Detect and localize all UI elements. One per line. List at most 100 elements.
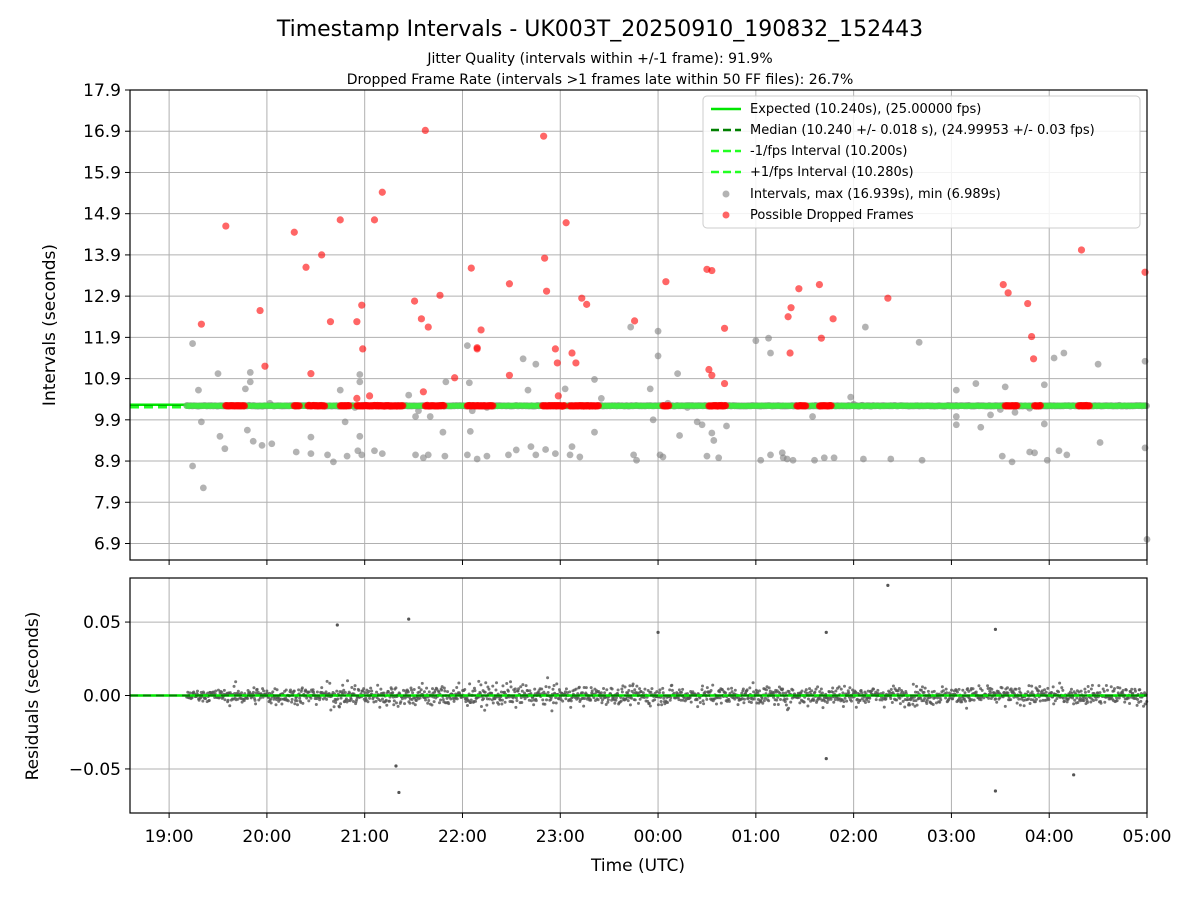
residual-point xyxy=(592,696,596,700)
residual-point xyxy=(834,689,838,693)
interval-point xyxy=(356,378,364,386)
bottom-ytick-label: 0.05 xyxy=(83,613,121,633)
residual-point xyxy=(1019,691,1023,695)
residual-point xyxy=(555,682,559,686)
interval-point xyxy=(767,451,774,459)
dropped-frame-point xyxy=(473,345,481,353)
interval-point xyxy=(1050,354,1058,362)
bottom-xtick-label: 01:00 xyxy=(731,827,780,847)
residual-point xyxy=(440,688,444,692)
dropped-frame-point xyxy=(307,370,315,378)
residual-point xyxy=(279,697,283,701)
interval-point xyxy=(952,421,960,429)
residual-point xyxy=(670,683,674,687)
interval-point xyxy=(268,440,276,448)
residual-point xyxy=(582,685,586,689)
residual-point xyxy=(483,690,487,694)
residual-point xyxy=(635,684,639,688)
interval-point xyxy=(466,427,474,435)
dropped-frame-point xyxy=(829,315,837,323)
residual-point xyxy=(222,688,226,692)
residual-point xyxy=(506,689,510,693)
residual-point xyxy=(342,688,346,692)
residual-point xyxy=(967,689,971,693)
bottom-panel-y-axis-label: Residuals (seconds) xyxy=(23,612,43,781)
interval-point xyxy=(246,369,254,376)
residual-point xyxy=(966,687,970,691)
residual-point xyxy=(366,700,370,704)
residual-point xyxy=(1057,690,1061,694)
bottom-xtick-label: 03:00 xyxy=(927,827,976,847)
residual-point xyxy=(1143,702,1147,706)
dropped-frame-point xyxy=(302,263,310,271)
interval-point xyxy=(1060,349,1068,357)
interval-point xyxy=(767,349,774,357)
residual-point xyxy=(258,696,262,700)
residual-point xyxy=(240,700,244,704)
residual-point xyxy=(517,687,521,691)
residual-point xyxy=(1123,700,1127,704)
residual-point xyxy=(1069,687,1073,691)
residual-point xyxy=(821,706,825,710)
residual-point xyxy=(551,687,555,691)
residual-point xyxy=(438,701,442,705)
residual-point xyxy=(339,696,343,700)
residual-point xyxy=(582,704,586,708)
dropped-frame-point xyxy=(419,388,427,396)
residual-point xyxy=(1102,689,1106,693)
residual-point xyxy=(529,691,533,695)
residual-point xyxy=(528,689,532,693)
interval-point xyxy=(324,451,331,459)
residual-point xyxy=(1041,698,1045,702)
x-axis-label: Time (UTC) xyxy=(590,856,685,876)
residual-point xyxy=(606,698,610,702)
residual-point xyxy=(511,700,515,704)
residual-point xyxy=(312,690,316,694)
residual-point xyxy=(386,690,390,694)
residual-point xyxy=(590,689,594,693)
interval-point xyxy=(483,452,491,460)
residual-point xyxy=(1073,698,1077,702)
residual-point xyxy=(963,691,967,695)
residual-point xyxy=(705,686,709,690)
residual-point xyxy=(1129,690,1133,694)
dropped-frame-point xyxy=(1077,246,1086,254)
dropped-frame-point xyxy=(662,278,670,286)
residual-point xyxy=(479,704,483,708)
interval-point xyxy=(307,433,315,441)
residual-point xyxy=(516,689,520,693)
residual-point xyxy=(886,583,890,587)
residual-point xyxy=(290,700,294,704)
residual-point xyxy=(430,703,434,707)
residual-point xyxy=(752,690,756,694)
residual-point xyxy=(854,690,858,694)
residual-point xyxy=(823,699,827,703)
residual-point xyxy=(488,697,492,701)
dropped-frame-point xyxy=(578,294,586,302)
dropped-frame-point xyxy=(827,402,835,410)
residual-point xyxy=(1051,685,1055,689)
residual-point xyxy=(514,696,518,700)
residual-point xyxy=(207,698,211,702)
residual-point xyxy=(1037,689,1041,693)
residual-point xyxy=(820,691,824,695)
residual-point xyxy=(1138,688,1142,692)
interval-point xyxy=(442,378,450,386)
residual-point xyxy=(701,699,705,703)
residual-point xyxy=(761,701,765,705)
dropped-frame-point xyxy=(370,216,379,224)
residual-point xyxy=(789,700,793,704)
residual-point xyxy=(890,700,894,704)
residual-point xyxy=(698,696,702,700)
residual-point xyxy=(561,699,565,703)
residual-point xyxy=(638,687,642,691)
residual-point xyxy=(650,687,654,691)
residual-point xyxy=(422,690,426,694)
residual-point xyxy=(858,698,862,702)
residual-point xyxy=(1098,691,1102,695)
residual-point xyxy=(653,698,657,702)
residual-point xyxy=(833,698,837,702)
residual-point xyxy=(681,687,685,691)
residual-point xyxy=(965,706,969,710)
residual-point xyxy=(938,700,942,704)
